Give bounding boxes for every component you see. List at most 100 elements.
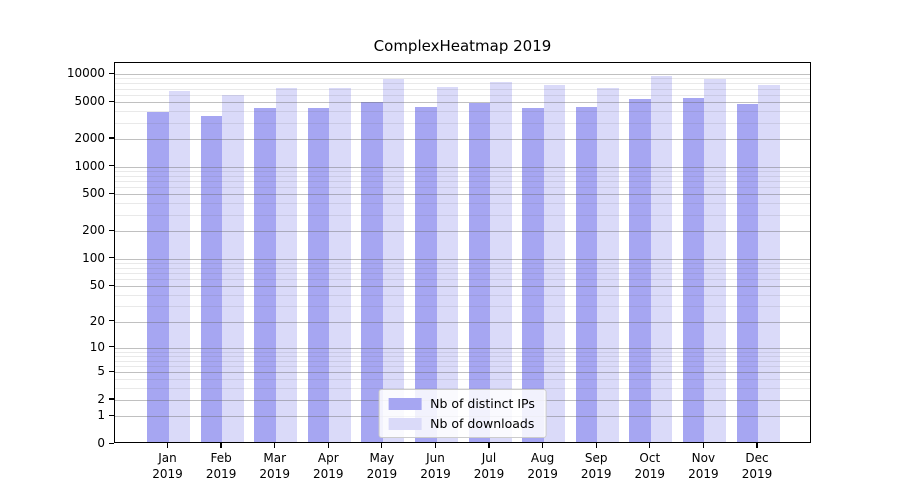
x-tick-label: Jan 2019 [152, 451, 183, 483]
bar-downloads-jan [168, 91, 190, 442]
x-tick-label-year: 2019 [420, 466, 451, 481]
x-tick-label-month: Nov [691, 451, 716, 465]
y-axis: 0 1 2 5 10 20 50 100 200 500 1000 2000 5000 10000 [0, 0, 105, 500]
y-tick-label: 5 [97, 364, 105, 379]
bar-distinct-ips-jun [415, 106, 437, 442]
bar-downloads-oct [650, 76, 673, 442]
x-tick-label-year: 2019 [259, 466, 290, 481]
y-tick-label: 500 [82, 186, 105, 201]
y-tick-mark [109, 414, 114, 416]
chart-title: ComplexHeatmap 2019 [373, 37, 552, 55]
y-tick-mark [109, 229, 114, 231]
y-tick-mark [109, 398, 114, 400]
y-tick-mark [109, 192, 114, 195]
legend-row: Nb of downloads [388, 416, 535, 431]
bar-distinct-ips-nov [682, 97, 705, 442]
bar-distinct-ips-feb [200, 115, 223, 442]
bar-downloads-aug [543, 85, 566, 442]
bar-downloads-may [382, 79, 405, 442]
x-tick-mark [381, 443, 383, 448]
bar-downloads-feb [222, 95, 244, 442]
x-tick-mark [595, 443, 597, 448]
x-tick-label: Jul 2019 [474, 451, 505, 483]
x-tick-label-year: 2019 [580, 466, 612, 481]
bar-distinct-ips-mar [254, 108, 276, 442]
x-tick-label-year: 2019 [152, 466, 183, 481]
bar-distinct-ips-may [361, 101, 383, 442]
bar-downloads-sep [597, 88, 619, 442]
y-tick-mark [109, 137, 114, 139]
bar-distinct-ips-apr [307, 107, 330, 442]
y-tick-mark [109, 320, 114, 322]
x-tick-label-year: 2019 [205, 466, 237, 481]
x-tick-label-month: Apr [317, 451, 339, 465]
legend-swatch-distinct-ips [388, 397, 422, 410]
x-tick-label-year: 2019 [366, 466, 398, 481]
x-tick-label-month: Feb [210, 451, 232, 465]
x-tick-label-year: 2019 [634, 466, 666, 481]
x-tick-label-month: May [369, 451, 395, 465]
y-tick-mark [109, 346, 114, 348]
x-tick-label: Dec 2019 [742, 451, 773, 483]
legend-label: Nb of downloads [430, 416, 535, 431]
x-tick-mark [327, 443, 329, 448]
y-tick-label: 1000 [74, 158, 105, 173]
x-tick-label: Sep 2019 [581, 451, 612, 483]
bar-distinct-ips-sep [575, 106, 598, 442]
legend-swatch-downloads [388, 417, 422, 430]
y-tick-mark [109, 100, 114, 102]
x-tick-label: Nov 2019 [688, 451, 719, 483]
bar-distinct-ips-dec [736, 104, 758, 442]
plot-area: Nb of distinct IPs Nb of downloads [114, 62, 811, 443]
y-tick-mark [109, 442, 114, 444]
y-tick-label: 5000 [74, 94, 105, 108]
x-tick-label: Mar 2019 [259, 451, 290, 483]
bar-downloads-nov [704, 78, 726, 442]
bar-distinct-ips-jul [468, 102, 490, 442]
bar-distinct-ips-oct [629, 98, 651, 442]
x-tick-label-month: Jun [426, 451, 445, 465]
legend-row: Nb of distinct IPs [388, 396, 535, 411]
bar-downloads-jun [436, 86, 458, 442]
bar-downloads-dec [758, 84, 780, 442]
y-tick-label: 20 [89, 313, 105, 328]
x-tick-label: Feb 2019 [206, 451, 237, 483]
x-tick-label: Apr 2019 [313, 451, 344, 483]
x-tick-mark [166, 443, 169, 448]
y-tick-label: 10 [89, 339, 105, 354]
x-tick-mark [756, 443, 758, 448]
y-tick-label: 50 [89, 278, 105, 293]
x-tick-label-year: 2019 [313, 466, 344, 481]
legend-label: Nb of distinct IPs [430, 396, 535, 411]
bar-distinct-ips-aug [522, 107, 544, 442]
bar-downloads-mar [275, 87, 298, 442]
y-tick-label: 1 [97, 408, 105, 423]
y-tick-mark [109, 370, 114, 372]
x-tick-label-year: 2019 [688, 466, 719, 481]
x-tick-mark [434, 443, 437, 448]
x-tick-label-month: Jan [158, 451, 177, 465]
x-tick-label: Aug 2019 [527, 451, 558, 483]
y-tick-label: 100 [82, 250, 105, 265]
x-tick-mark [542, 443, 544, 448]
x-tick-label-year: 2019 [473, 466, 505, 481]
x-tick-label-month: Oct [639, 451, 661, 465]
y-tick-label: 0 [97, 436, 105, 450]
x-tick-mark [702, 443, 705, 448]
bar-distinct-ips-jan [147, 112, 169, 442]
x-tick-label-month: Dec [745, 451, 769, 465]
y-tick-label: 2000 [74, 130, 105, 145]
x-tick-label-month: Jul [481, 451, 497, 465]
y-tick-label: 2 [97, 391, 105, 406]
x-tick-label-year: 2019 [527, 466, 558, 481]
x-tick-label: May 2019 [367, 451, 398, 483]
x-tick-label: Oct 2019 [635, 451, 666, 483]
legend: Nb of distinct IPs Nb of downloads [378, 389, 547, 438]
x-tick-mark [274, 443, 276, 448]
x-tick-label-month: Sep [584, 451, 608, 465]
y-tick-mark [109, 284, 114, 286]
x-tick-label-month: Mar [263, 451, 287, 465]
x-tick-label: Jun 2019 [420, 451, 451, 483]
bar-downloads-apr [329, 87, 351, 442]
